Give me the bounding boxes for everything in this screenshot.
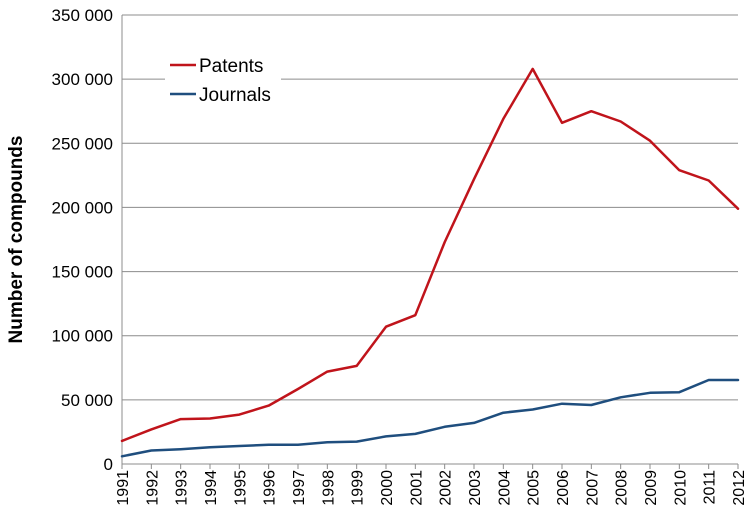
x-tick-label: 1992 [144, 470, 161, 506]
x-tick-label: 2010 [672, 470, 689, 506]
x-tick-label: 1993 [174, 470, 191, 506]
x-tick-label: 2012 [731, 470, 748, 506]
x-tick-label: 2003 [467, 470, 484, 506]
x-tick-label: 1996 [262, 470, 279, 506]
series-line-journals [120, 378, 740, 458]
x-tick-label: 2005 [526, 470, 543, 506]
x-tick-label: 2002 [438, 470, 455, 506]
legend-label-journals: Journals [199, 85, 271, 106]
series-lines [120, 67, 740, 458]
legend: Patents Journals [165, 46, 281, 112]
y-tick-label: 150 000 [52, 263, 113, 282]
x-tick-label: 2006 [555, 470, 572, 506]
axes [121, 15, 738, 465]
y-tick-label: 100 000 [52, 327, 113, 346]
y-tick-label: 250 000 [52, 134, 113, 153]
x-tick-label: 1994 [203, 470, 220, 506]
legend-box [165, 46, 281, 112]
series-line-patents [120, 67, 740, 443]
x-tick-label: 2004 [496, 470, 513, 506]
y-axis-label: Number of compounds [6, 136, 27, 344]
x-tick-labels: 1991 1992 1993 1994 1995 1996 1997 1998 1999 2000… [115, 464, 748, 506]
y-tick-label: 350 000 [52, 6, 113, 25]
x-tick-label: 2001 [408, 470, 425, 506]
x-tick-label: 2000 [379, 470, 396, 506]
x-tick-label: 1998 [320, 470, 337, 506]
x-tick-label: 2007 [584, 470, 601, 506]
y-tick-label: 0 [104, 455, 113, 474]
y-tick-label: 200 000 [52, 198, 113, 217]
x-tick-label: 2008 [614, 470, 631, 506]
x-tick-label: 1995 [232, 470, 249, 506]
x-tick-label: 1999 [350, 470, 367, 506]
legend-label-patents: Patents [199, 56, 263, 77]
x-tick-label: 2009 [643, 470, 660, 506]
x-tick-label: 1997 [291, 470, 308, 506]
x-tick-label: 1991 [115, 470, 132, 506]
x-tick-label: 2011 [702, 470, 719, 505]
y-tick-label: 300 000 [52, 70, 113, 89]
y-tick-label: 50 000 [61, 391, 113, 410]
y-tick-labels: 0 50 000 100 000 150 000 200 000 250 000 300 0… [52, 6, 113, 474]
